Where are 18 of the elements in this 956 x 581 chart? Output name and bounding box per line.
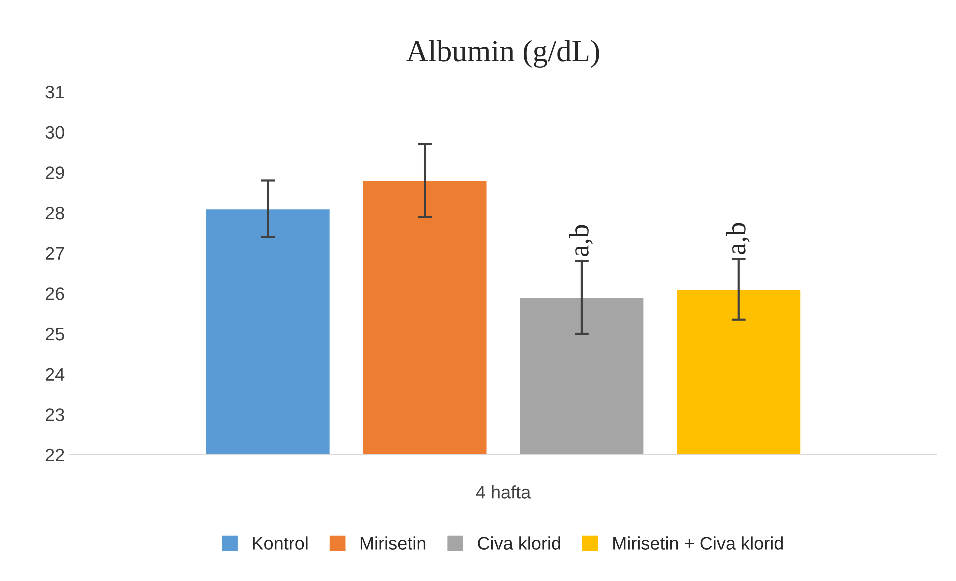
y-tick-label: 29 xyxy=(46,166,64,180)
y-tick-label: 24 xyxy=(46,368,65,381)
legend-label: Kontrol xyxy=(253,536,308,550)
y-tick-label: 28 xyxy=(46,206,64,220)
y-tick-label: 25 xyxy=(46,328,64,341)
data-label: a,b xyxy=(726,223,750,254)
y-tick-label: 27 xyxy=(46,247,64,260)
legend-label: Civa klorid xyxy=(478,536,560,550)
y-tick-label: 23 xyxy=(46,408,64,422)
x-tick-label: 4 hafta xyxy=(476,486,532,499)
data-label: a,b xyxy=(569,225,593,256)
legend-label: Mirisetin xyxy=(360,536,426,550)
legend-label: Mirisetin + Civa klorid xyxy=(614,536,783,550)
y-tick-label: 22 xyxy=(46,448,64,462)
y-tick-label: 26 xyxy=(46,288,64,300)
chart-title: Albumin (g/dL) xyxy=(406,40,600,68)
y-tick-label: 30 xyxy=(46,126,64,140)
y-tick-label: 31 xyxy=(46,86,64,99)
